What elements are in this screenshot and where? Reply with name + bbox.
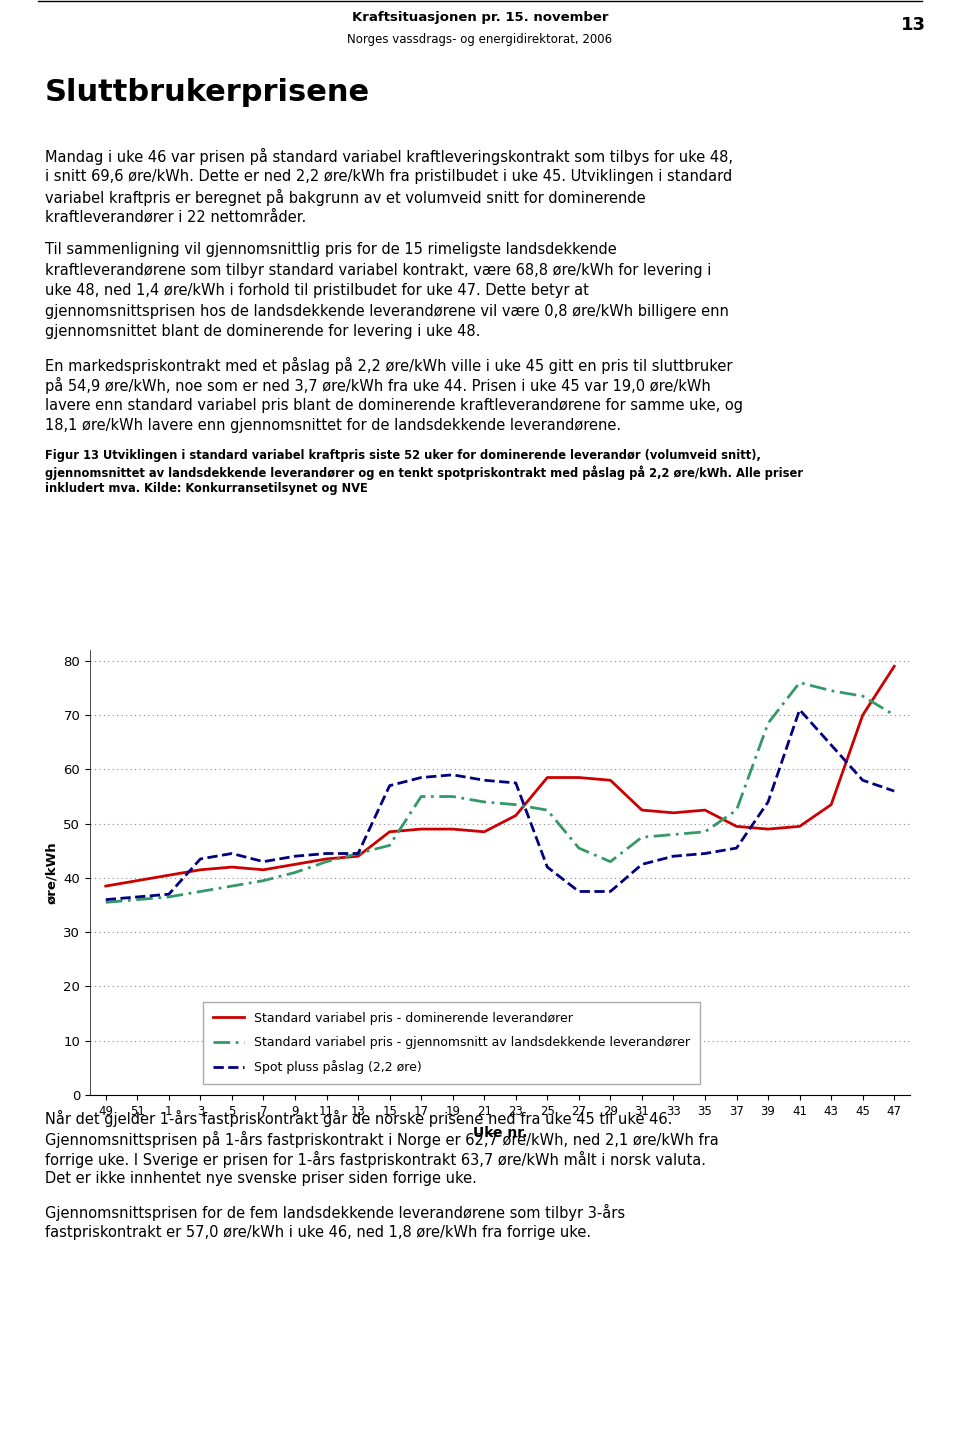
Text: kraftleverandører i 22 nettområder.: kraftleverandører i 22 nettområder. [45,209,306,225]
Text: lavere enn standard variabel pris blant de dominerende kraftleverandørene for sa: lavere enn standard variabel pris blant … [45,397,743,412]
Text: Kraftsituasjonen pr. 15. november: Kraftsituasjonen pr. 15. november [351,12,609,25]
Text: En markedspriskontrakt med et påslag på 2,2 øre/kWh ville i uke 45 gitt en pris : En markedspriskontrakt med et påslag på … [45,357,732,374]
Text: kraftleverandørene som tilbyr standard variabel kontrakt, være 68,8 øre/kWh for : kraftleverandørene som tilbyr standard v… [45,262,711,277]
Legend: Standard variabel pris - dominerende leverandører, Standard variabel pris - gjen: Standard variabel pris - dominerende lev… [203,1002,700,1085]
Text: 13: 13 [901,16,926,33]
Text: Sluttbrukerprisene: Sluttbrukerprisene [45,78,371,107]
X-axis label: Uke nr.: Uke nr. [473,1127,527,1140]
Text: Figur 13 Utviklingen i standard variabel kraftpris siste 52 uker for dominerende: Figur 13 Utviklingen i standard variabel… [45,448,761,461]
Text: 18,1 øre/kWh lavere enn gjennomsnittet for de landsdekkende leverandørene.: 18,1 øre/kWh lavere enn gjennomsnittet f… [45,418,621,434]
Text: Mandag i uke 46 var prisen på standard variabel kraftleveringskontrakt som tilby: Mandag i uke 46 var prisen på standard v… [45,148,733,165]
Text: gjennomsnittet blant de dominerende for levering i uke 48.: gjennomsnittet blant de dominerende for … [45,323,480,339]
Text: Til sammenligning vil gjennomsnittlig pris for de 15 rimeligste landsdekkende: Til sammenligning vil gjennomsnittlig pr… [45,242,616,257]
Text: Gjennomsnittsprisen for de fem landsdekkende leverandørene som tilbyr 3-års: Gjennomsnittsprisen for de fem landsdekk… [45,1204,625,1221]
Text: gjennomsnittsprisen hos de landsdekkende leverandørene vil være 0,8 øre/kWh bill: gjennomsnittsprisen hos de landsdekkende… [45,303,729,319]
Text: variabel kraftpris er beregnet på bakgrunn av et volumveid snitt for dominerende: variabel kraftpris er beregnet på bakgru… [45,188,646,206]
Text: Norges vassdrags- og energidirektorat, 2006: Norges vassdrags- og energidirektorat, 2… [348,33,612,46]
Text: forrige uke. I Sverige er prisen for 1-års fastpriskontrakt 63,7 øre/kWh målt i : forrige uke. I Sverige er prisen for 1-å… [45,1151,706,1169]
Y-axis label: øre/kWh: øre/kWh [45,841,58,903]
Text: Når det gjelder 1-års fastpriskontrakt går de norske prisene ned fra uke 45 til : Når det gjelder 1-års fastpriskontrakt g… [45,1111,672,1127]
Text: inkludert mva. Kilde: Konkurransetilsynet og NVE: inkludert mva. Kilde: Konkurransetilsyne… [45,481,368,494]
Text: gjennomsnittet av landsdekkende leverandører og en tenkt spotpriskontrakt med på: gjennomsnittet av landsdekkende leverand… [45,465,803,480]
Text: fastpriskontrakt er 57,0 øre/kWh i uke 46, ned 1,8 øre/kWh fra forrige uke.: fastpriskontrakt er 57,0 øre/kWh i uke 4… [45,1224,591,1240]
Text: Gjennomsnittsprisen på 1-års fastpriskontrakt i Norge er 62,7 øre/kWh, ned 2,1 ø: Gjennomsnittsprisen på 1-års fastpriskon… [45,1131,719,1147]
Text: Det er ikke innhentet nye svenske priser siden forrige uke.: Det er ikke innhentet nye svenske priser… [45,1172,477,1186]
Text: uke 48, ned 1,4 øre/kWh i forhold til pristilbudet for uke 47. Dette betyr at: uke 48, ned 1,4 øre/kWh i forhold til pr… [45,283,588,299]
Text: i snitt 69,6 øre/kWh. Dette er ned 2,2 øre/kWh fra pristilbudet i uke 45. Utvikl: i snitt 69,6 øre/kWh. Dette er ned 2,2 ø… [45,168,732,184]
Text: på 54,9 øre/kWh, noe som er ned 3,7 øre/kWh fra uke 44. Prisen i uke 45 var 19,0: på 54,9 øre/kWh, noe som er ned 3,7 øre/… [45,377,710,394]
